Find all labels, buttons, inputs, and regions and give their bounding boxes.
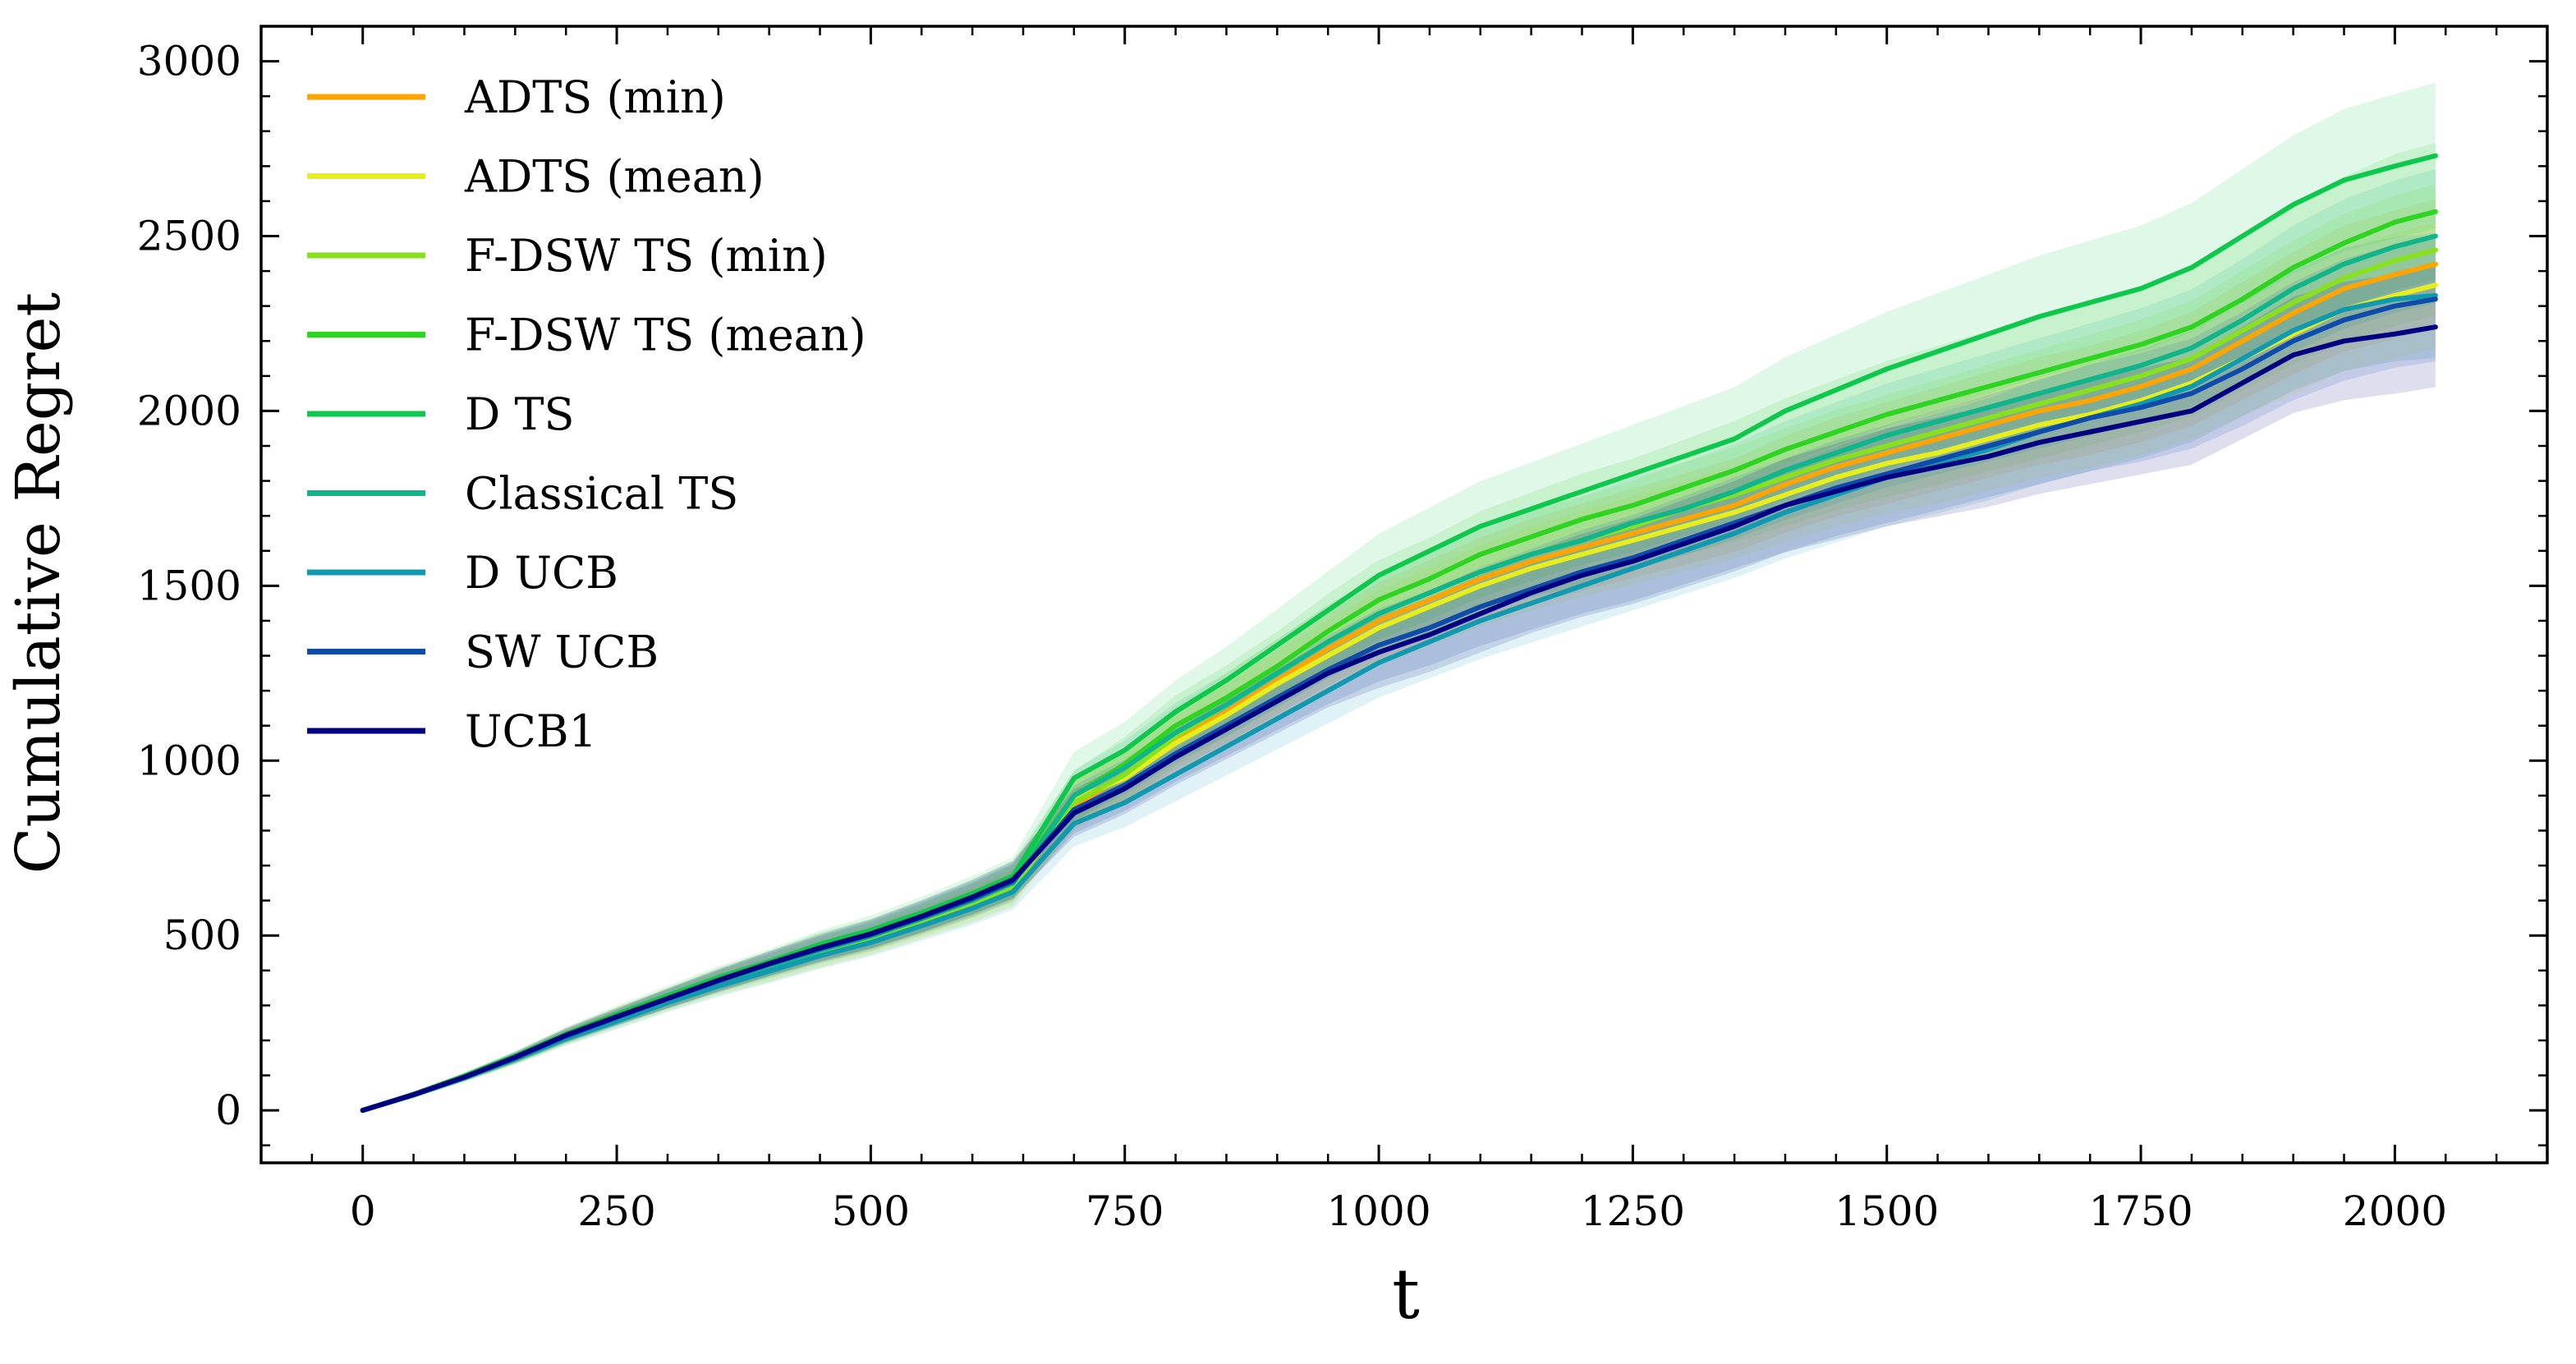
x-tick-label: 1000 xyxy=(1326,1187,1430,1235)
legend-item-0: ADTS (min) xyxy=(307,71,726,123)
legend-label: F-DSW TS (min) xyxy=(465,230,828,282)
axes-layer: 0 250 500 750 1000 1250 1500 1750 2000 0 500 1000 15… xyxy=(137,25,2549,1235)
legend-label: D UCB xyxy=(465,547,618,599)
x-tick-label: 750 xyxy=(1086,1187,1164,1235)
legend-label: UCB1 xyxy=(465,705,597,757)
legend-item-7: SW UCB xyxy=(307,627,659,678)
x-axis-label: t xyxy=(1392,1254,1420,1334)
legend-label: F-DSW TS (mean) xyxy=(465,310,866,361)
series-band-2 xyxy=(362,184,2436,1112)
series-band-4 xyxy=(362,82,2436,1112)
x-tick-label: 1750 xyxy=(2088,1187,2193,1235)
series-band-3 xyxy=(362,142,2436,1112)
legend-item-3: F-DSW TS (mean) xyxy=(307,310,866,361)
legend-label: ADTS (min) xyxy=(464,71,726,123)
legend-label: ADTS (mean) xyxy=(464,151,765,203)
legend-item-6: D UCB xyxy=(307,547,618,599)
y-tick-label: 500 xyxy=(163,912,241,959)
x-tick-label: 0 xyxy=(350,1187,376,1235)
legend-item-2: F-DSW TS (min) xyxy=(307,230,828,282)
x-tick-label: 1500 xyxy=(1834,1187,1939,1235)
legend-label: Classical TS xyxy=(465,468,738,520)
x-tick-label: 500 xyxy=(832,1187,910,1235)
legend: ADTS (min) ADTS (mean) F-DSW TS (min) F-DSW… xyxy=(307,71,866,757)
lines-layer xyxy=(360,153,2438,1114)
series-line-4 xyxy=(360,153,2438,1114)
y-axis-label: Cumulative Regret xyxy=(3,292,74,874)
y-tick-label: 0 xyxy=(215,1086,241,1134)
legend-item-4: D TS xyxy=(307,388,574,440)
plot-frame xyxy=(259,25,2549,1164)
legend-label: D TS xyxy=(465,388,574,440)
x-tick-label: 2000 xyxy=(2343,1187,2447,1235)
x-tick-label: 1250 xyxy=(1581,1187,1685,1235)
legend-label: SW UCB xyxy=(465,627,659,678)
x-tick-label: 250 xyxy=(577,1187,655,1235)
series-band-6 xyxy=(362,232,2436,1112)
y-tick-label: 2000 xyxy=(137,387,241,434)
y-tick-label: 1500 xyxy=(137,562,241,609)
legend-item-5: Classical TS xyxy=(307,468,738,520)
y-tick-label: 2500 xyxy=(137,213,241,260)
y-tick-label: 1000 xyxy=(137,737,241,784)
legend-item-8: UCB1 xyxy=(307,705,597,757)
legend-item-1: ADTS (mean) xyxy=(307,151,765,203)
series-band-8 xyxy=(362,267,2436,1112)
series-line-8 xyxy=(360,324,2438,1114)
y-tick-label: 3000 xyxy=(137,38,241,85)
